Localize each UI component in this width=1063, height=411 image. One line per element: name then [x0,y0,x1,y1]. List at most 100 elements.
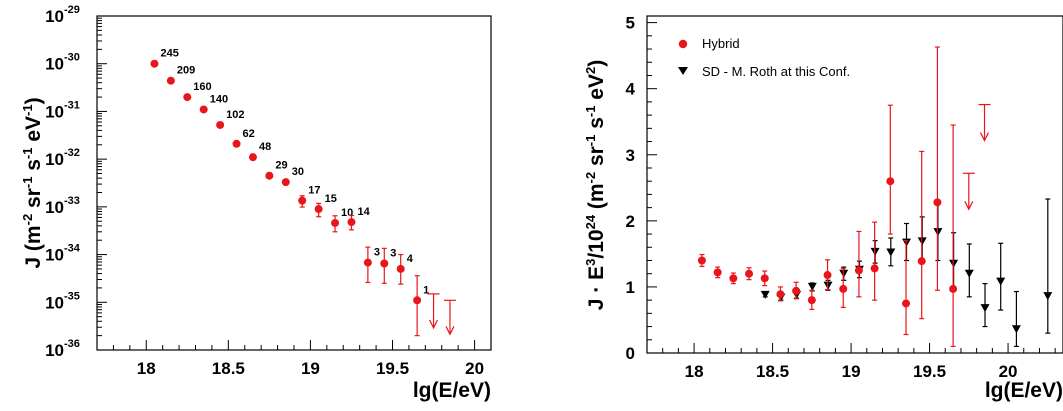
y-tick-label: 0 [626,344,635,363]
y-tick-label: 1 [626,278,635,297]
data-point [396,264,405,273]
sd-data-point [980,304,990,313]
x-tick-label: 18.5 [756,362,789,381]
y-tick-label: 10 [45,55,64,74]
y-tick-label: 10 [45,198,64,217]
upper-limit-arrow-head [445,326,455,336]
y-tick-exponent: -29 [64,4,80,16]
event-count-label: 3 [374,247,380,259]
event-count-label: 15 [325,193,337,205]
data-point [166,76,175,85]
flux-chart: 18 18.5 19 19.5 20 0 1 2 3 4 5 Hybrid SD - M. Roth… [583,14,1063,402]
hybrid-data-point [870,264,879,273]
flux-plot-frame [646,15,1063,354]
sd-data-point [1011,325,1021,334]
sd-data-point [807,282,817,291]
event-count-label: 29 [275,160,287,172]
hybrid-data-point [807,296,816,305]
y-tick-label: 10 [45,246,64,265]
event-count-label: 102 [226,109,244,121]
sd-data-point [1043,292,1053,301]
event-count-label: 14 [357,206,370,218]
flux-y-axis-title: J · E3/1024 (m-2 sr-1 s-1 eV2) [583,60,608,310]
hybrid-data-point [697,256,706,265]
x-tick-label: 19.5 [913,362,946,381]
data-point [232,139,241,148]
x-tick-label: 18.5 [212,359,245,378]
y-tick-label: 10 [45,7,64,26]
y-tick-exponent: -31 [64,99,80,111]
data-point [265,171,274,180]
data-point [183,93,192,102]
data-point [298,196,307,205]
y-tick-exponent: -30 [64,52,80,64]
hybrid-data-point [792,286,801,295]
x-tick-label: 19.5 [376,359,409,378]
hybrid-data-point [823,271,832,280]
data-point [413,296,422,305]
hybrid-data-point [933,198,942,207]
legend: Hybrid SD - M. Roth at this Conf. [678,36,850,79]
y-tick-label: 10 [45,150,64,169]
hybrid-data-point [729,274,738,283]
hybrid-data-point [760,274,769,283]
data-point [216,120,225,129]
hybrid-upper-limit-arrow-head [979,132,990,142]
y-tick-label: 2 [626,212,635,231]
hybrid-data-point [949,284,958,293]
data-point [380,259,389,268]
y-tick-label: 10 [45,293,64,312]
y-tick-label: 5 [626,14,635,33]
sd-data-point [964,269,974,278]
data-point [347,218,356,227]
legend-marker-hybrid [678,39,688,49]
legend-label-hybrid: Hybrid [702,36,740,51]
event-count-label: 209 [177,65,195,77]
event-count-label: 30 [292,166,304,178]
x-tick-label: 18 [685,362,704,381]
flux-marks [697,46,1053,347]
x-tick-label: 18 [137,359,156,378]
y-tick-exponent: -35 [64,290,80,302]
upper-limit-arrow-head [429,319,439,330]
hybrid-data-point [902,299,911,308]
data-point [331,218,340,227]
data-point [150,59,159,68]
event-count-label: 160 [193,81,211,93]
hybrid-data-point [776,290,785,299]
y-tick-label: 10 [45,102,64,121]
sd-data-point [996,277,1006,286]
x-tick-label: 19 [842,362,861,381]
data-point [281,178,290,187]
hybrid-data-point [745,269,754,278]
spectrum-x-axis-title: lg(E/eV) [413,379,491,402]
flux-ticks: 18 18.5 19 19.5 20 0 1 2 3 4 5 [626,14,1056,381]
event-count-label: 48 [259,141,271,153]
y-tick-label: 10 [45,341,64,360]
hybrid-data-point [839,284,848,293]
hybrid-upper-limit-arrow-head [964,200,974,211]
x-tick-label: 20 [465,359,484,378]
data-point [363,258,372,267]
y-tick-label: 3 [626,146,635,165]
y-tick-exponent: -34 [64,243,81,255]
y-tick-label: 4 [626,80,636,99]
legend-marker-sd [678,67,688,75]
data-point [199,105,208,114]
hybrid-data-point [713,268,722,277]
data-point [248,153,257,162]
hybrid-data-point [886,177,895,186]
event-count-label: 17 [308,185,320,197]
data-point [314,205,323,214]
event-count-label: 62 [243,128,255,140]
x-tick-label: 20 [999,362,1018,381]
y-tick-exponent: -32 [64,147,80,159]
hybrid-data-point [854,266,863,275]
sd-data-point [886,248,896,257]
event-count-label: 3 [390,247,396,259]
y-tick-exponent: -33 [64,195,80,207]
